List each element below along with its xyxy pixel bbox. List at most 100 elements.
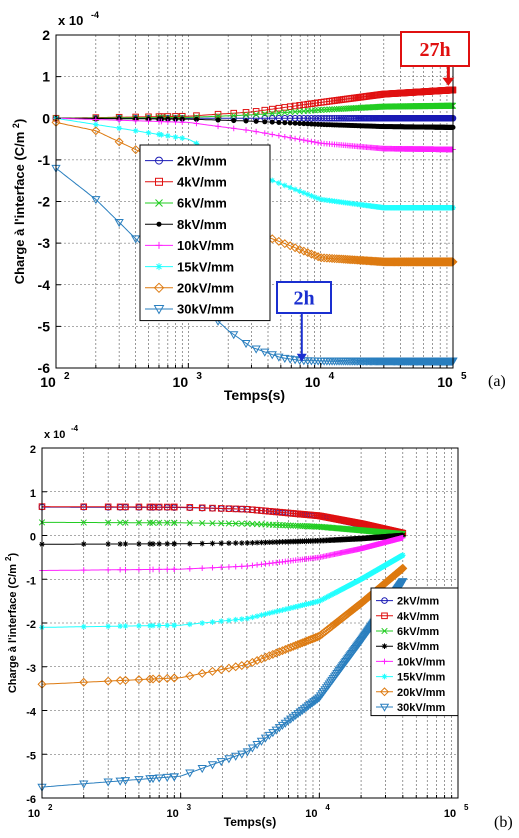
x-tick-label: 10 (167, 808, 179, 820)
data-marker (253, 506, 261, 514)
data-marker (156, 622, 162, 629)
legend-marker (381, 627, 388, 635)
data-marker (295, 708, 305, 717)
data-marker (230, 112, 237, 119)
legend-label: 30kV/mm (397, 702, 446, 714)
data-marker (131, 145, 141, 155)
data-marker (156, 541, 162, 547)
data-marker (262, 119, 268, 125)
data-marker (150, 622, 156, 629)
y-tick-label: -5 (26, 750, 36, 762)
data-marker (293, 639, 303, 650)
y-axis-label-close: ) (7, 553, 19, 557)
data-marker (267, 351, 277, 360)
data-marker (249, 562, 256, 569)
data-marker (209, 564, 216, 571)
data-marker (268, 649, 278, 659)
data-marker (91, 196, 101, 205)
data-marker (164, 519, 171, 526)
data-marker (338, 254, 348, 264)
data-marker (122, 623, 129, 629)
data-marker (218, 520, 225, 527)
data-marker (156, 118, 162, 125)
data-marker (276, 539, 283, 545)
y-tick-label: 1 (30, 488, 36, 500)
data-marker (308, 100, 315, 108)
data-marker (287, 184, 293, 191)
data-marker (150, 541, 156, 547)
data-marker (299, 705, 310, 714)
data-marker (319, 253, 329, 263)
data-marker (134, 776, 144, 785)
data-marker (286, 642, 296, 652)
grid (42, 448, 458, 798)
data-marker (187, 621, 193, 628)
legend-label: 15kV/mm (397, 672, 446, 684)
data-marker (80, 503, 88, 511)
data-marker (280, 239, 290, 249)
data-marker (308, 114, 315, 122)
x-tick-label: 10 (40, 374, 56, 390)
data-marker (171, 566, 178, 573)
data-marker (253, 118, 259, 124)
data-marker (105, 519, 112, 526)
data-marker (262, 507, 269, 515)
data-marker (285, 241, 295, 251)
panel-label-a: (a) (488, 373, 506, 390)
data-marker (105, 541, 111, 547)
data-marker (262, 611, 269, 617)
data-marker (304, 138, 311, 144)
data-marker (290, 243, 300, 253)
data-marker (331, 114, 338, 122)
data-marker (146, 503, 154, 511)
x-tick-exponent: 3 (187, 803, 192, 812)
y-tick-label: 1 (42, 69, 50, 85)
data-marker (218, 564, 225, 571)
data-marker (115, 777, 125, 786)
data-marker (226, 540, 232, 546)
data-marker (146, 519, 154, 526)
data-marker (237, 750, 247, 759)
data-marker (93, 121, 99, 128)
data-marker (169, 773, 179, 782)
data-marker (268, 105, 276, 113)
data-marker (224, 755, 234, 764)
data-marker (290, 522, 297, 529)
data-marker (269, 177, 276, 184)
data-marker (254, 539, 260, 546)
data-marker (214, 113, 222, 120)
data-marker (274, 236, 284, 246)
legend-marker (155, 156, 163, 165)
data-marker (122, 503, 129, 511)
data-marker (304, 100, 312, 108)
legend-marker (381, 597, 388, 604)
data-marker (287, 134, 293, 141)
y-axis-label-exp: 2 (4, 556, 13, 561)
data-marker (239, 540, 245, 546)
data-marker (282, 522, 289, 529)
data-marker (147, 622, 153, 629)
data-marker (186, 519, 193, 527)
data-marker (105, 567, 111, 573)
data-marker (243, 127, 249, 133)
data-marker (297, 706, 308, 715)
data-marker (297, 638, 307, 648)
data-marker (292, 604, 299, 610)
data-marker (304, 191, 311, 198)
data-marker (249, 520, 256, 528)
data-marker (312, 695, 323, 704)
annotation-27h: 27h (400, 31, 470, 86)
data-marker (230, 125, 237, 132)
data-marker (147, 566, 153, 573)
data-marker (117, 566, 123, 573)
data-marker (333, 114, 341, 122)
data-marker (292, 186, 298, 193)
data-marker (148, 674, 158, 684)
data-marker (164, 622, 171, 629)
data-marker (244, 505, 251, 513)
legend-label: 6kV/mm (177, 196, 227, 211)
data-marker (171, 503, 178, 511)
x-axis-label: Temps(s) (224, 815, 276, 829)
data-marker (328, 106, 336, 113)
data-marker (197, 764, 207, 774)
